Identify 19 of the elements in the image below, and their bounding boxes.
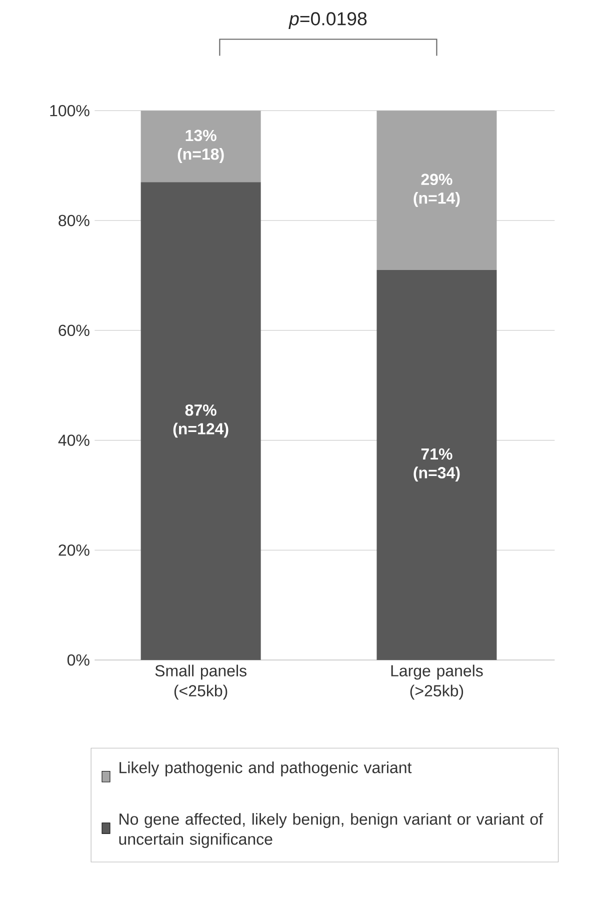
- bar: [376, 270, 497, 660]
- x-tick-label: Large panels (>25kb): [391, 664, 483, 700]
- bar: [140, 182, 261, 660]
- legend-label: Likely pathogenic and pathogenic variant: [120, 762, 412, 776]
- x-tick-label: Small panels (<25kb): [155, 664, 246, 700]
- bar: [140, 110, 261, 182]
- legend-label: No gene affected, likely benign, benign variant or variant of uncertain significance: [119, 813, 544, 848]
- y-tick-label: 0%: [67, 654, 90, 666]
- data-label: 71% (n=34): [414, 448, 460, 482]
- y-tick-label: 100%: [50, 105, 90, 116]
- data-label: 29% (n=14): [414, 174, 460, 207]
- text: p=0.0198: [288, 12, 367, 30]
- data-label: 13% (n=18): [178, 130, 224, 163]
- y-tick-label: 80%: [58, 214, 90, 226]
- y-tick-label: 20%: [58, 544, 90, 556]
- data-label: 87% (n=124): [173, 404, 228, 438]
- y-tick-label: 40%: [58, 434, 90, 446]
- bar: [376, 110, 497, 270]
- y-tick-label: 60%: [58, 324, 90, 336]
